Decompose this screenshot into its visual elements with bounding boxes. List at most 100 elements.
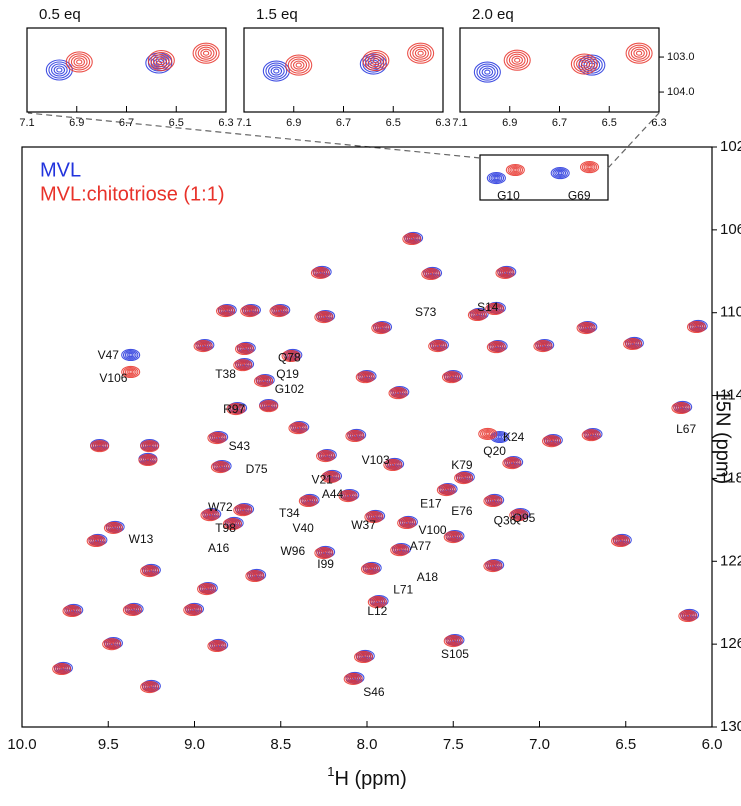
contour (143, 442, 156, 450)
contour (368, 567, 373, 571)
contour (424, 270, 437, 278)
contour (328, 475, 334, 479)
contour (259, 400, 279, 413)
peak-label: T98 (215, 521, 236, 535)
contour (579, 161, 600, 174)
y-tick-label: 103.0 (667, 51, 695, 63)
contour (680, 611, 696, 621)
contour (374, 324, 387, 332)
contour (488, 498, 498, 504)
contour (449, 638, 458, 644)
contour (678, 406, 684, 410)
contour (353, 650, 374, 664)
peak (210, 460, 230, 474)
contour (288, 422, 308, 435)
contour (364, 51, 387, 70)
x-tick-label: 7.1 (452, 117, 467, 129)
x-tick-label: 9.0 (184, 736, 205, 753)
peak (611, 534, 631, 548)
contour (316, 548, 332, 558)
contour (52, 662, 72, 676)
peak (343, 672, 363, 685)
contour (140, 564, 160, 578)
contour (511, 510, 527, 521)
y-tick-label: 126 (720, 635, 741, 652)
contour (200, 509, 220, 522)
peak-label: S43 (229, 439, 251, 453)
contour (486, 497, 499, 505)
x-label-text: H (ppm) (335, 768, 407, 790)
contour (121, 365, 141, 379)
y-tick-label: 102 (720, 138, 741, 155)
contour (442, 487, 451, 493)
peak (355, 371, 375, 384)
peak (222, 517, 242, 531)
contour (570, 53, 598, 75)
peak-label: V100 (419, 523, 447, 537)
x-tick-label: 6.7 (552, 117, 567, 129)
x-tick-label: 6.5 (169, 117, 184, 129)
contour (512, 511, 525, 519)
contour (543, 436, 560, 447)
contour (228, 404, 244, 414)
contour (230, 522, 235, 526)
contour (70, 55, 88, 69)
contour (404, 521, 410, 525)
contour (412, 46, 429, 60)
contour (304, 498, 313, 504)
contour (288, 354, 294, 358)
y-tick-label: 114 (720, 387, 741, 404)
contour (200, 48, 212, 58)
contour (226, 402, 246, 416)
peak-label: A77 (410, 539, 432, 553)
contour (293, 425, 303, 431)
peak (505, 163, 525, 177)
contour (245, 308, 254, 314)
peak (428, 340, 448, 353)
contour (200, 585, 213, 593)
peak-label: V47 (98, 348, 120, 362)
contour (245, 569, 265, 583)
contour (414, 48, 427, 58)
contour (317, 451, 334, 462)
contour (214, 644, 220, 648)
contour (48, 61, 71, 79)
peak (485, 302, 505, 316)
peak (576, 321, 596, 335)
contour (483, 494, 503, 508)
contour (492, 344, 501, 350)
y-tick-label: 110 (720, 304, 741, 321)
contour (240, 508, 246, 512)
contour (73, 57, 85, 67)
contour (93, 539, 99, 543)
peak (509, 509, 529, 522)
contour (488, 563, 498, 569)
x-tick-label: 6.5 (602, 117, 617, 129)
contour (261, 379, 266, 383)
contour (438, 485, 455, 495)
peak (443, 530, 463, 544)
peak (390, 544, 410, 557)
peak (233, 359, 253, 372)
contour (367, 513, 380, 521)
contour (300, 496, 317, 506)
contour (450, 535, 456, 539)
contour (450, 639, 456, 643)
panel-title: 0.5 eq (39, 6, 81, 23)
contour (371, 321, 391, 335)
peak-label: Q78 (278, 350, 301, 364)
contour (469, 310, 486, 320)
contour (393, 546, 406, 554)
contour (386, 461, 399, 469)
contour (204, 587, 209, 591)
contour (65, 51, 93, 73)
peak (388, 387, 408, 400)
contour (271, 306, 287, 317)
contour (486, 341, 506, 354)
contour (367, 53, 385, 68)
contour (393, 390, 403, 396)
peak (140, 564, 160, 578)
contour (314, 311, 334, 324)
contour (488, 173, 505, 184)
contour (321, 453, 330, 459)
